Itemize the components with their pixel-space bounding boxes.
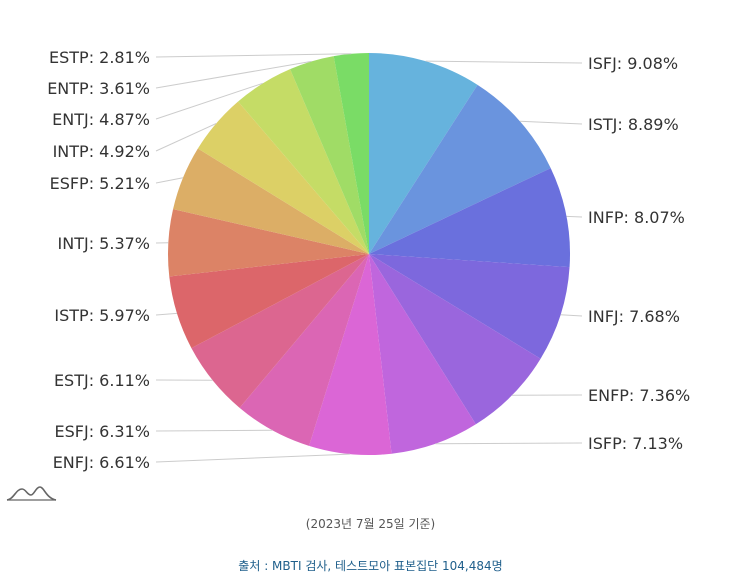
pie-slice-entp[interactable] (290, 56, 369, 255)
leader-line-infp (566, 215, 583, 218)
leader-line-estp (155, 53, 352, 58)
leader-line-istj (519, 120, 583, 125)
slice-label-infj: INFJ: 7.68% (588, 307, 680, 326)
slice-label-entp: ENTP: 3.61% (47, 79, 150, 98)
pie-slice-entj[interactable] (238, 69, 369, 254)
pie-slice-esfj[interactable] (239, 254, 369, 446)
leader-line-isfp (435, 442, 583, 445)
leader-line-isfj (425, 60, 583, 64)
pie-chart: ISFJ: 9.08% ISTJ: 8.89% INFP: 8.07% INFJ: 7… (47, 48, 690, 472)
mountain-chart-icon (6, 483, 58, 507)
pie-slice-isfj[interactable] (369, 53, 478, 254)
pie-slice-esfp[interactable] (173, 148, 369, 254)
slice-label-intp: INTP: 4.92% (53, 142, 150, 161)
pie-slices (167, 53, 570, 455)
slice-label-isfj: ISFJ: 9.08% (588, 54, 678, 73)
slice-label-isfp: ISFP: 7.13% (588, 434, 683, 453)
slice-label-istj: ISTJ: 8.89% (588, 115, 679, 134)
slice-label-entj: ENTJ: 4.87% (52, 110, 150, 129)
pie-slice-infp[interactable] (369, 168, 570, 268)
pie-slice-estj[interactable] (191, 254, 369, 408)
slice-label-infp: INFP: 8.07% (588, 208, 685, 227)
slice-label-enfj: ENFJ: 6.61% (53, 453, 150, 472)
pie-slice-enfj[interactable] (309, 254, 392, 455)
date-note: (2023년 7월 25일 기준) (305, 517, 436, 531)
slice-label-estp: ESTP: 2.81% (49, 48, 150, 67)
pie-slice-istp[interactable] (169, 254, 369, 349)
source-line: 출처 : MBTI 검사, 테스트모아 표본집단 104,484명 (238, 559, 503, 573)
slice-labels: ISFJ: 9.08% ISTJ: 8.89% INFP: 8.07% INFJ: 7… (47, 48, 690, 472)
pie-slice-istj[interactable] (369, 84, 551, 254)
leader-line-enfj (155, 453, 350, 463)
leader-lines (155, 53, 583, 463)
slice-label-esfp: ESFP: 5.21% (50, 174, 150, 193)
pie-slice-intp[interactable] (197, 101, 369, 255)
slice-label-intj: INTJ: 5.37% (58, 234, 150, 253)
leader-line-intp (155, 123, 217, 152)
slice-label-istp: ISTP: 5.97% (54, 306, 150, 325)
leader-line-esfp (155, 177, 184, 184)
leader-line-infj (560, 314, 583, 317)
slice-label-estj: ESTJ: 6.11% (54, 371, 150, 390)
leader-line-entj (155, 82, 263, 120)
pie-slice-estp[interactable] (333, 53, 369, 254)
leader-line-istp (155, 312, 178, 316)
pie-slice-isfp[interactable] (369, 254, 476, 454)
pie-slice-infj[interactable] (369, 254, 570, 359)
leader-line-esfj (155, 429, 273, 432)
pie-slice-enfp[interactable] (369, 254, 541, 425)
leader-line-entp (155, 60, 312, 89)
pie-slice-intj[interactable] (167, 209, 369, 277)
slice-label-enfp: ENFP: 7.36% (588, 386, 690, 405)
slice-label-esfj: ESFJ: 6.31% (55, 422, 151, 441)
